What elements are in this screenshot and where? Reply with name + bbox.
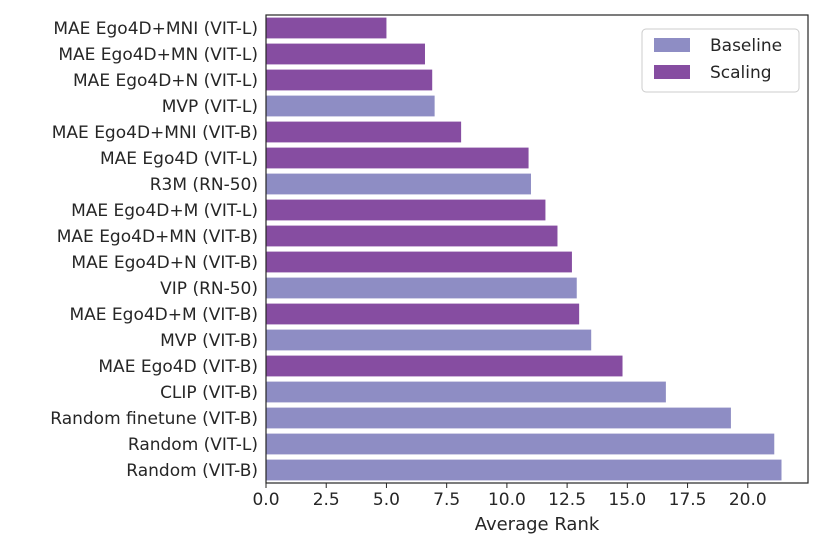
legend-swatch-scaling [654, 65, 690, 79]
bar-mae-ego4d-m-vit-l [266, 199, 546, 221]
bars-group [266, 17, 782, 481]
bar-mae-ego4d-n-vit-l [266, 69, 433, 91]
category-label: MAE Ego4D (VIT-L) [100, 149, 258, 169]
bar-mae-ego4d-vit-b [266, 355, 623, 377]
category-label: Random (VIT-L) [128, 435, 258, 455]
bar-mae-ego4d-m-vit-b [266, 303, 580, 325]
bar-mae-ego4d-vit-l [266, 147, 529, 169]
category-label: VIP (RN-50) [160, 279, 258, 299]
category-label: MAE Ego4D+M (VIT-B) [69, 305, 258, 325]
legend-label-baseline: Baseline [710, 36, 782, 56]
bar-vip-rn-50 [266, 277, 577, 299]
category-label: MAE Ego4D+N (VIT-B) [71, 253, 258, 273]
category-label: MAE Ego4D (VIT-B) [98, 357, 258, 377]
x-tick-label: 20.0 [729, 490, 767, 510]
x-tick-label: 7.5 [433, 490, 460, 510]
category-label: Random finetune (VIT-B) [50, 409, 258, 429]
bar-mae-ego4d-mni-vit-b [266, 121, 462, 143]
legend-label-scaling: Scaling [710, 63, 772, 83]
bar-mae-ego4d-mni-vit-l [266, 17, 387, 39]
bar-mae-ego4d-mn-vit-b [266, 225, 558, 247]
category-label: MAE Ego4D+M (VIT-L) [71, 201, 258, 221]
x-tick-label: 12.5 [548, 490, 586, 510]
bar-r3m-rn-50 [266, 173, 531, 195]
bar-clip-vit-b [266, 381, 666, 403]
x-axis: 0.0 2.5 5.0 7.5 10.0 12.5 15.0 17.5 20.0 [252, 483, 767, 510]
category-label: MAE Ego4D+MNI (VIT-L) [53, 19, 258, 39]
x-tick-label: 15.0 [608, 490, 646, 510]
category-label: CLIP (VIT-B) [160, 383, 258, 403]
category-label: R3M (RN-50) [150, 175, 258, 195]
x-tick-label: 0.0 [252, 490, 279, 510]
x-tick-label: 10.0 [488, 490, 526, 510]
bar-mae-ego4d-mn-vit-l [266, 43, 425, 65]
plot-frame [265, 14, 809, 484]
bar-mvp-vit-l [266, 95, 435, 117]
category-label: Random (VIT-B) [126, 461, 258, 481]
x-tick-label: 17.5 [669, 490, 707, 510]
x-tick-label: 2.5 [313, 490, 340, 510]
category-label: MVP (VIT-B) [160, 331, 258, 351]
category-labels: MAE Ego4D+MNI (VIT-L) MAE Ego4D+MN (VIT-L… [50, 19, 258, 481]
x-tick-label: 5.0 [373, 490, 400, 510]
bar-random-vit-b [266, 459, 782, 481]
bar-random-finetune-vit-b [266, 407, 731, 429]
category-label: MAE Ego4D+N (VIT-L) [73, 71, 258, 91]
category-label: MVP (VIT-L) [162, 97, 258, 117]
bar-random-vit-l [266, 433, 775, 455]
category-label: MAE Ego4D+MN (VIT-L) [58, 45, 258, 65]
x-axis-title: Average Rank [475, 514, 600, 535]
category-label: MAE Ego4D+MN (VIT-B) [57, 227, 258, 247]
category-label: MAE Ego4D+MNI (VIT-B) [52, 123, 258, 143]
bar-mae-ego4d-n-vit-b [266, 251, 572, 273]
legend-swatch-baseline [654, 38, 690, 52]
legend: Baseline Scaling [641, 28, 800, 93]
bar-mvp-vit-b [266, 329, 592, 351]
